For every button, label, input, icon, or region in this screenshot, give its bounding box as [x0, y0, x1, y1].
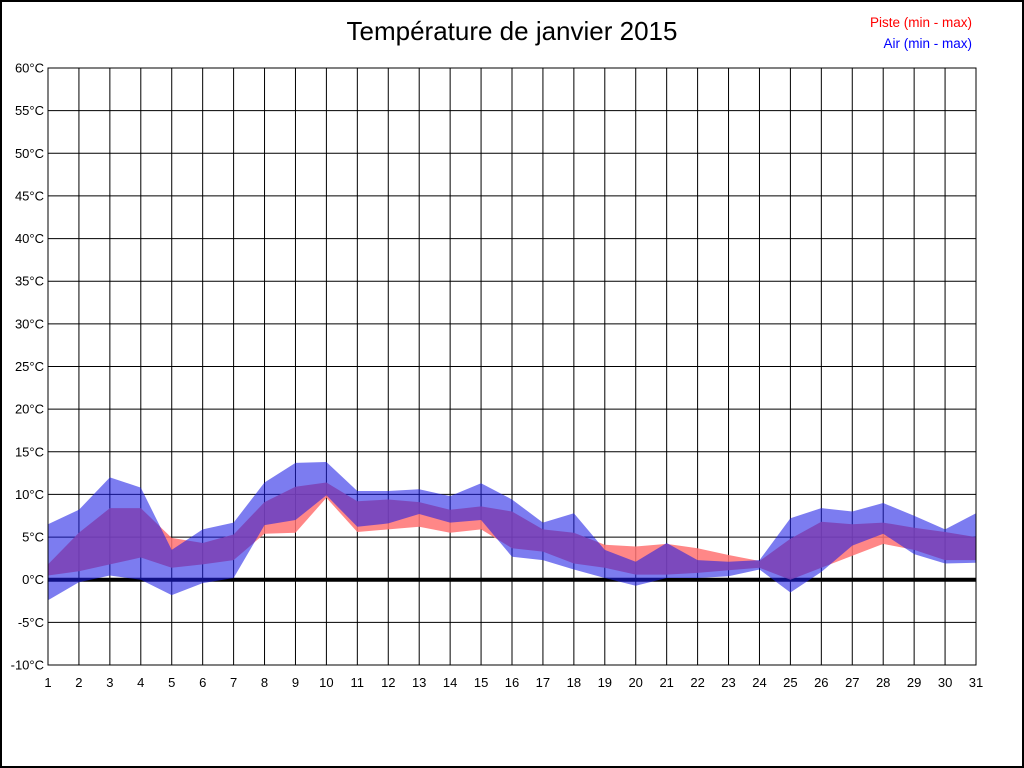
legend: Piste (min - max) Air (min - max): [870, 12, 972, 54]
svg-text:18: 18: [567, 675, 581, 690]
svg-text:30: 30: [938, 675, 952, 690]
svg-text:28: 28: [876, 675, 890, 690]
svg-text:24: 24: [752, 675, 766, 690]
svg-text:13: 13: [412, 675, 426, 690]
svg-text:14: 14: [443, 675, 457, 690]
svg-text:15: 15: [474, 675, 488, 690]
svg-text:19: 19: [598, 675, 612, 690]
legend-item-piste: Piste (min - max): [869, 15, 972, 30]
svg-text:23: 23: [721, 675, 735, 690]
svg-text:11: 11: [351, 675, 365, 690]
svg-text:40°C: 40°C: [15, 231, 44, 246]
svg-text:9: 9: [292, 675, 299, 690]
svg-text:6: 6: [199, 675, 206, 690]
svg-text:1: 1: [44, 675, 51, 690]
svg-text:3: 3: [106, 675, 113, 690]
svg-text:22: 22: [690, 675, 704, 690]
svg-text:7: 7: [230, 675, 237, 690]
svg-text:-5°C: -5°C: [18, 615, 44, 630]
svg-text:0°C: 0°C: [22, 572, 44, 587]
svg-text:27: 27: [845, 675, 859, 690]
svg-text:26: 26: [814, 675, 828, 690]
svg-text:8: 8: [261, 675, 268, 690]
svg-text:17: 17: [536, 675, 550, 690]
svg-text:25°C: 25°C: [15, 359, 44, 374]
svg-text:45°C: 45°C: [15, 188, 44, 203]
svg-text:20: 20: [628, 675, 642, 690]
svg-text:12: 12: [381, 675, 395, 690]
svg-text:30°C: 30°C: [15, 316, 44, 331]
svg-text:-10°C: -10°C: [11, 658, 44, 673]
chart-title: Température de janvier 2015: [346, 16, 678, 46]
svg-text:10: 10: [319, 675, 333, 690]
svg-text:10°C: 10°C: [15, 487, 44, 502]
svg-text:35°C: 35°C: [15, 274, 44, 289]
svg-text:29: 29: [907, 675, 921, 690]
svg-text:16: 16: [505, 675, 519, 690]
svg-text:50°C: 50°C: [15, 146, 44, 161]
svg-text:2: 2: [75, 675, 82, 690]
svg-text:15°C: 15°C: [15, 444, 44, 459]
svg-text:20°C: 20°C: [15, 402, 44, 417]
svg-text:21: 21: [659, 675, 673, 690]
svg-text:25: 25: [783, 675, 797, 690]
svg-text:55°C: 55°C: [15, 103, 44, 118]
legend-item-air: Air (min - max): [883, 36, 973, 51]
svg-text:5°C: 5°C: [22, 530, 44, 545]
svg-text:31: 31: [969, 675, 983, 690]
svg-text:5: 5: [168, 675, 175, 690]
svg-text:4: 4: [137, 675, 144, 690]
svg-text:60°C: 60°C: [15, 61, 44, 76]
